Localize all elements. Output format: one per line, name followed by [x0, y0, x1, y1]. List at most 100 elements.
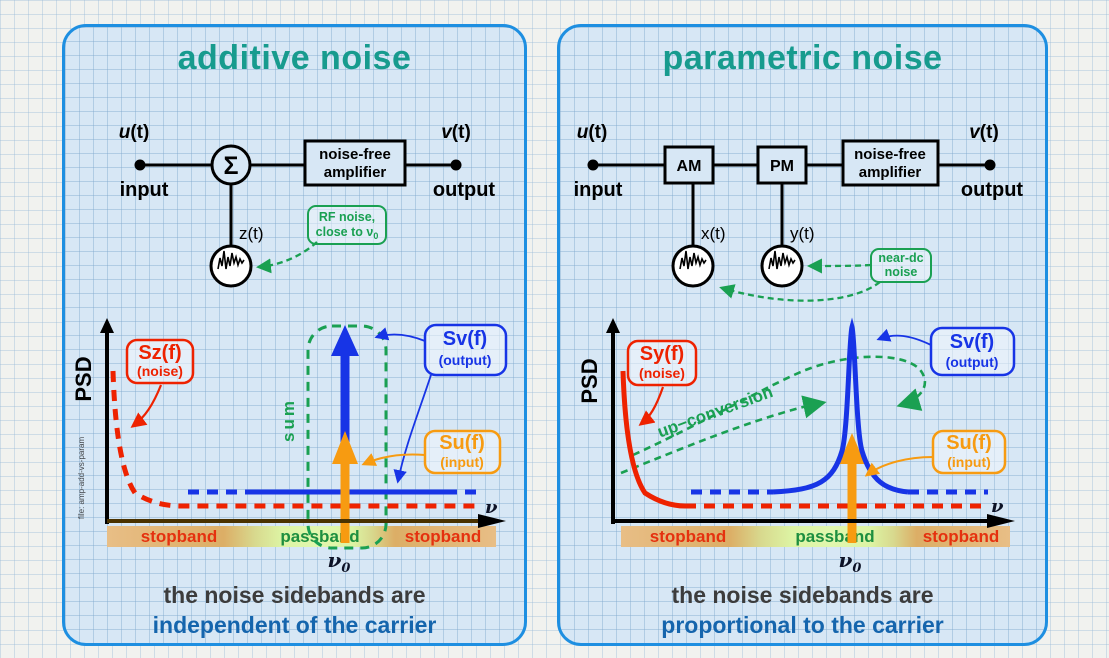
noise-source-x	[671, 244, 715, 288]
noise-source-y	[760, 244, 804, 288]
signal-x-label: x(t)	[701, 224, 726, 243]
parametric-caption: the noise sidebands are proportional to …	[560, 580, 1045, 640]
amplifier-label-line2: amplifier	[859, 164, 922, 181]
sigma-symbol: Σ	[223, 152, 238, 180]
rf-noise-note-line2: close to ν0	[316, 225, 379, 241]
signal-z-label: z(t)	[239, 224, 264, 243]
noise-waveform-icon-y	[768, 250, 796, 270]
nu0-carrier-label: ν0	[839, 548, 862, 576]
psd-axis-label: PSD	[577, 358, 602, 403]
noise-psd-curve-solid	[620, 370, 686, 509]
noise-free-amplifier-box	[841, 139, 940, 187]
rf-noise-note-line1: RF noise,	[319, 210, 375, 224]
parametric-noise-panel: parametric noise	[557, 24, 1048, 646]
near-dc-note-line2: noise	[885, 265, 918, 279]
frequency-band-strip	[621, 526, 1010, 547]
noise-waveform-icon-x	[679, 250, 707, 270]
noise-source-z	[209, 244, 253, 288]
signal-v-label: v(t)	[441, 122, 471, 143]
output-terminal-dot	[450, 159, 462, 171]
parametric-panel-title: parametric noise	[662, 39, 943, 77]
passband-label: passband	[795, 527, 874, 546]
psd-axes	[100, 318, 506, 528]
noise-psd-curve	[110, 370, 476, 509]
stopband-left-label: stopband	[650, 527, 727, 546]
frequency-band-strip	[107, 526, 496, 547]
parametric-diagram-svg: u(t) v(t) input output AM PM noise-free …	[574, 122, 1024, 576]
psd-axis-label: PSD	[71, 356, 96, 401]
sum-node	[210, 144, 252, 186]
output-label: output	[961, 179, 1024, 201]
additive-caption-line1: the noise sidebands are	[163, 582, 426, 608]
pm-label: PM	[770, 158, 794, 175]
input-curve-sublabel: (input)	[440, 454, 484, 470]
rf-noise-pointer-arrow	[256, 241, 318, 274]
up-conversion-label: up−conversion	[655, 382, 776, 441]
stopband-left-label: stopband	[141, 527, 218, 546]
stopband-right-label: stopband	[405, 527, 482, 546]
file-note: file: amp-add-vs-param	[77, 437, 86, 520]
output-curve-label-box	[423, 323, 508, 377]
rf-noise-note-box	[307, 205, 387, 245]
near-dc-pointer-to-x	[719, 281, 881, 302]
am-label: AM	[677, 158, 702, 175]
signal-y-label: y(t)	[790, 224, 815, 243]
output-curve-label: Sv(f)	[950, 331, 994, 353]
noise-free-amplifier-box	[303, 139, 407, 187]
output-label-pointer	[876, 328, 932, 346]
output-curve-label-box	[929, 326, 1016, 377]
output-curve-sublabel: (output)	[946, 354, 999, 370]
noise-curve-label-box	[125, 338, 195, 385]
input-label: input	[120, 179, 169, 201]
psd-axes	[606, 318, 1015, 528]
additive-caption-line2: independent of the carrier	[152, 612, 437, 638]
near-dc-pointer-to-y	[807, 258, 872, 274]
noise-curve-sublabel: (noise)	[137, 363, 183, 379]
additive-caption: the noise sidebands are independent of t…	[65, 580, 524, 640]
parametric-caption-line2: proportional to the carrier	[661, 612, 944, 638]
noise-curve-label-box	[626, 339, 698, 387]
input-label-pointer	[361, 453, 426, 466]
up-conversion-arrows	[620, 355, 927, 475]
input-curve-sublabel: (input)	[947, 454, 991, 470]
nu0-carrier-label: ν0	[328, 548, 351, 576]
additive-block-diagram	[140, 139, 456, 288]
signal-u-label: u(t)	[119, 122, 150, 143]
signal-v-label: v(t)	[969, 122, 999, 143]
input-terminal-dot	[134, 159, 146, 171]
input-curve-label: Su(f)	[946, 432, 992, 454]
input-terminal-dot	[587, 159, 599, 171]
signal-u-label: u(t)	[577, 122, 608, 143]
input-label: input	[574, 179, 623, 201]
sum-label: sum	[279, 398, 298, 442]
output-label-pointer-to-arrow	[374, 327, 426, 342]
stopband-right-label: stopband	[923, 527, 1000, 546]
amplifier-label-line1: noise-free	[319, 146, 391, 163]
nu-axis-label: ν	[991, 496, 1004, 517]
input-carrier-arrow	[332, 431, 358, 543]
input-label-pointer	[864, 456, 934, 477]
noise-curve-sublabel: (noise)	[639, 365, 685, 381]
noise-label-pointer	[638, 386, 665, 426]
noise-curve-label: Sy(f)	[640, 343, 684, 365]
sum-dashed-box	[306, 324, 388, 550]
nu-axis-label: ν	[485, 497, 498, 518]
output-curve-sublabel: (output)	[439, 352, 492, 368]
near-dc-note-line1: near-dc	[878, 251, 923, 265]
passband-label: passband	[280, 527, 359, 546]
noise-waveform-icon	[217, 250, 245, 270]
additive-noise-panel: additive noise	[62, 24, 527, 646]
noise-label-pointer	[130, 384, 163, 428]
output-label-pointer-to-line	[393, 374, 432, 484]
input-curve-label: Su(f)	[439, 432, 485, 454]
amplifier-label-line1: noise-free	[854, 146, 926, 163]
input-curve-label-box	[423, 429, 502, 475]
am-box	[663, 145, 715, 185]
output-curve-label: Sv(f)	[443, 328, 487, 350]
pm-box	[756, 145, 808, 185]
parametric-block-diagram	[593, 139, 990, 288]
additive-diagram-svg: u(t) v(t) input output Σ noise-free ampl…	[71, 122, 508, 576]
amplifier-label-line2: amplifier	[324, 164, 387, 181]
input-carrier-arrow	[839, 433, 865, 543]
